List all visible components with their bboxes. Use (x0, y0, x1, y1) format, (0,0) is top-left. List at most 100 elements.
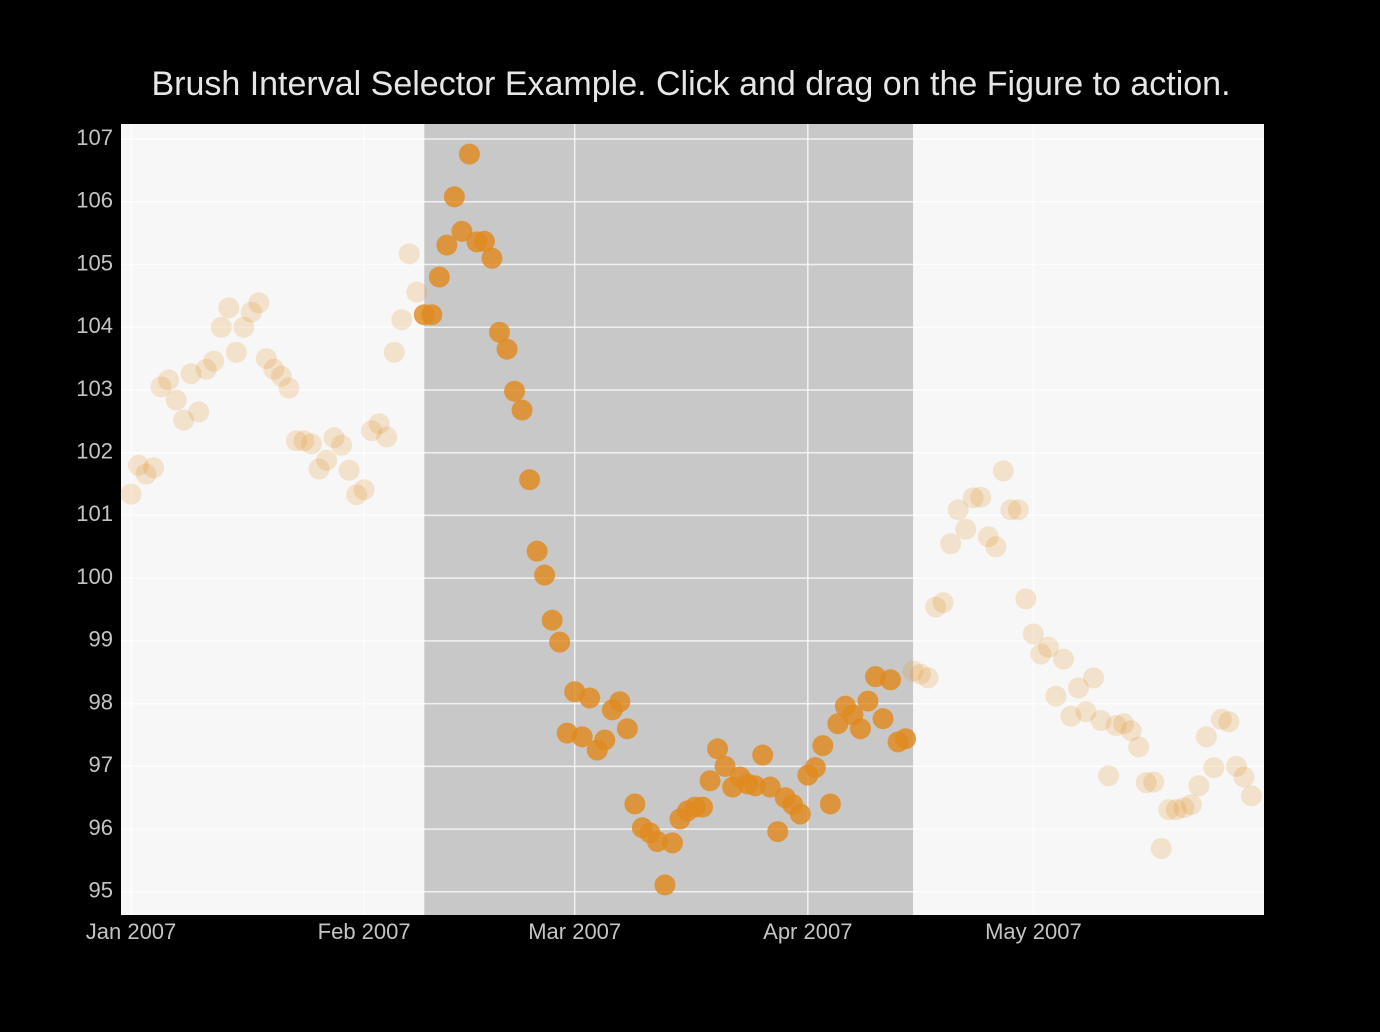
point (1083, 667, 1105, 689)
point (473, 230, 495, 252)
point (609, 691, 631, 713)
point (323, 427, 345, 449)
point (880, 669, 902, 691)
point (872, 708, 894, 730)
point (917, 667, 939, 689)
point (443, 186, 465, 208)
y-tick-label: 100 (76, 564, 113, 589)
point (857, 690, 879, 712)
point (428, 266, 450, 288)
point (316, 449, 338, 471)
point (346, 484, 368, 506)
point (188, 401, 210, 423)
x-tick-label: Feb 2007 (318, 919, 411, 944)
point (744, 775, 766, 797)
point (1022, 623, 1044, 645)
point (1188, 775, 1210, 797)
point (285, 430, 307, 452)
point (849, 718, 871, 740)
point (1045, 685, 1067, 707)
point (1218, 711, 1240, 733)
point (661, 832, 683, 854)
point (1173, 797, 1195, 819)
y-tick-label: 95 (89, 878, 113, 903)
point (707, 738, 729, 760)
point (1143, 771, 1165, 793)
point (977, 526, 999, 548)
point (910, 663, 932, 685)
point (1225, 755, 1247, 777)
point (203, 350, 225, 372)
point (120, 483, 142, 505)
x-tick-label: Jan 2007 (86, 919, 177, 944)
point (240, 301, 262, 323)
point (165, 389, 187, 411)
point (353, 479, 375, 501)
point (699, 770, 721, 792)
point (368, 413, 390, 435)
point (940, 533, 962, 555)
point (1037, 636, 1059, 658)
point (1210, 708, 1232, 730)
point (496, 338, 518, 360)
point (1090, 710, 1112, 732)
point (1120, 720, 1142, 742)
point (270, 365, 292, 387)
point (376, 426, 398, 448)
y-tick-label: 98 (89, 689, 113, 714)
x-tick-label: Apr 2007 (763, 919, 852, 944)
y-tick-label: 104 (76, 313, 113, 338)
point (391, 309, 413, 331)
point (1000, 499, 1022, 521)
y-tick-label: 107 (76, 125, 113, 150)
point (504, 380, 526, 402)
point (985, 536, 1007, 558)
point (233, 316, 255, 338)
x-tick-label: May 2007 (985, 919, 1082, 944)
point (932, 592, 954, 614)
point (225, 341, 247, 363)
point (143, 457, 165, 479)
y-tick-label: 97 (89, 752, 113, 777)
point (135, 463, 157, 485)
y-tick-label: 103 (76, 376, 113, 401)
y-tick-label: 102 (76, 439, 113, 464)
point (962, 487, 984, 509)
point (150, 376, 172, 398)
point (436, 234, 458, 256)
point (594, 729, 616, 751)
point (158, 369, 180, 391)
point (1233, 766, 1255, 788)
point (895, 728, 917, 750)
point (263, 358, 285, 380)
point (398, 243, 420, 265)
point (1030, 643, 1052, 665)
point (278, 377, 300, 399)
point (1105, 715, 1127, 737)
point (195, 358, 217, 380)
point (534, 564, 556, 586)
y-tick-label: 99 (89, 627, 113, 652)
point (571, 726, 593, 748)
point (819, 793, 841, 815)
y-tick-label: 101 (76, 501, 113, 526)
point (421, 304, 443, 326)
y-tick-label: 106 (76, 188, 113, 213)
point (759, 776, 781, 798)
point (519, 469, 541, 491)
point (1195, 726, 1217, 748)
point (789, 803, 811, 825)
point (1165, 799, 1187, 821)
point (549, 631, 571, 653)
point (1135, 772, 1157, 794)
point (714, 755, 736, 777)
point (812, 735, 834, 757)
point (308, 458, 330, 480)
point (1240, 785, 1262, 807)
selection-band[interactable] (424, 124, 914, 915)
point (511, 399, 533, 421)
point (331, 434, 353, 456)
point (180, 363, 202, 385)
point (451, 220, 473, 242)
